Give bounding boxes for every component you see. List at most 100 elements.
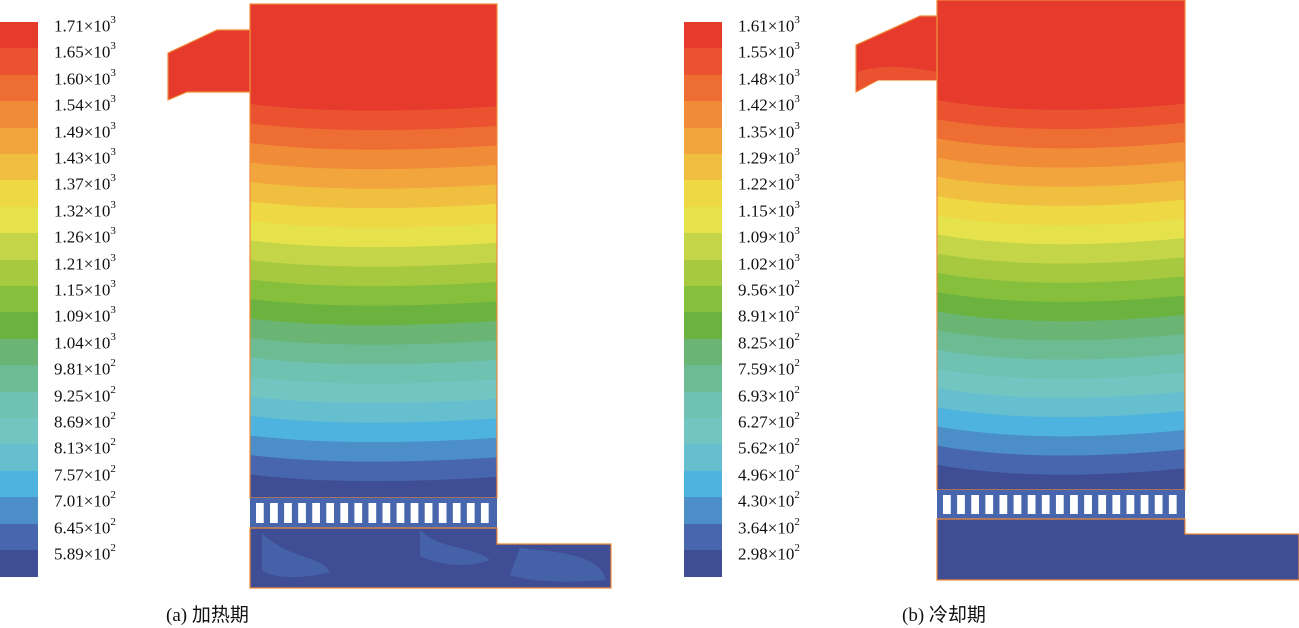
legend-swatch — [0, 154, 38, 181]
legend-swatch — [0, 312, 38, 340]
grate-slot — [354, 503, 363, 523]
grate-slot — [1013, 495, 1022, 514]
grate-slot — [1168, 495, 1177, 514]
legend-label: 7.01×102 — [54, 489, 116, 511]
legend-swatch — [0, 550, 38, 577]
legend-label: 1.55×103 — [738, 40, 800, 63]
grate-slot — [424, 503, 433, 523]
grate-slot — [1027, 495, 1036, 514]
grate-slot — [396, 503, 405, 523]
lower-eddy — [420, 530, 490, 565]
legend-swatch — [684, 206, 722, 234]
grate-slot — [480, 503, 489, 523]
grate — [250, 498, 497, 528]
grate-slot — [1041, 495, 1050, 514]
legend-swatch — [0, 470, 38, 498]
grate-slot — [410, 503, 419, 523]
legend-label: 3.64×102 — [738, 515, 800, 538]
grate-slot — [971, 495, 979, 514]
legend-label: 1.09×103 — [738, 225, 800, 247]
legend-swatch — [684, 444, 722, 472]
grate-slot — [382, 503, 391, 523]
legend-label: 1.61×103 — [738, 14, 800, 36]
grate-slot — [368, 503, 377, 523]
legend-label: 1.22×103 — [738, 172, 800, 195]
legend-swatch — [0, 22, 38, 49]
legend-label: 9.81×102 — [54, 357, 116, 379]
caption-a: (a) 加热期 — [166, 605, 249, 626]
caption-b: (b) 冷却期 — [902, 605, 986, 626]
grate-slot — [943, 495, 951, 514]
grate — [937, 490, 1185, 519]
legend-swatch — [684, 180, 722, 208]
legend-swatch — [0, 259, 38, 287]
legend-swatch — [0, 286, 38, 313]
legend-swatch — [0, 101, 38, 129]
lower-eddy — [510, 548, 606, 582]
legend-swatch — [0, 497, 38, 525]
legend-label: 4.96×102 — [738, 462, 800, 485]
legend-swatch — [684, 286, 722, 313]
legend-label: 1.65×103 — [54, 40, 116, 63]
legend-label: 4.30×102 — [738, 489, 800, 511]
grate-slot — [985, 495, 994, 514]
legend-swatch — [0, 338, 38, 366]
legend-swatch — [0, 523, 38, 551]
legend-label: 2.98×102 — [738, 542, 800, 564]
legend-label: 8.91×102 — [738, 304, 800, 327]
grate-slot — [999, 495, 1008, 514]
legend-label: 8.69×102 — [54, 410, 116, 432]
legend-swatch — [684, 233, 722, 261]
legend-label: 1.32×103 — [54, 198, 116, 221]
grate-slot — [1154, 495, 1163, 514]
grate-slot — [298, 503, 306, 523]
legend-label: 7.59×102 — [738, 357, 800, 379]
legend-label: 1.43×103 — [54, 146, 116, 168]
legend-swatch — [684, 338, 722, 366]
legend-swatch — [684, 101, 722, 129]
temperature-band — [937, 464, 1185, 490]
legend-swatch — [684, 154, 722, 181]
grate-slot — [452, 503, 461, 523]
legend-label: 1.71×103 — [54, 14, 116, 36]
legend-label: 1.21×103 — [54, 251, 116, 274]
grate-slot — [284, 503, 292, 523]
grate-slot — [1055, 495, 1064, 514]
legend-swatch — [0, 127, 38, 155]
legend-label: 1.26×103 — [54, 225, 116, 247]
grate-slot — [1112, 495, 1121, 514]
legend-swatch — [0, 206, 38, 234]
grate-slot — [957, 495, 965, 514]
legend-swatch — [684, 127, 722, 155]
legend-label: 6.93×102 — [738, 383, 800, 406]
legend-label: 1.15×103 — [738, 198, 800, 221]
legend-label: 9.56×102 — [738, 278, 800, 300]
legend-label: 1.09×103 — [54, 304, 116, 327]
grate-slot — [270, 503, 278, 523]
grate-slot — [326, 503, 335, 523]
grate-slot — [256, 503, 264, 523]
grate-slot — [1098, 495, 1107, 514]
legend-label: 1.54×103 — [54, 93, 116, 115]
legend-label: 1.60×103 — [54, 66, 116, 89]
temperature-bands — [250, 4, 497, 498]
grate-slot — [1140, 495, 1149, 514]
legend-label: 5.89×102 — [54, 542, 116, 564]
inlet-duct — [167, 29, 251, 101]
legend-swatch — [0, 74, 38, 102]
legend-label: 7.57×102 — [54, 462, 116, 485]
legend-label: 8.25×102 — [738, 330, 800, 353]
legend-swatch — [684, 312, 722, 340]
legend-swatch — [684, 550, 722, 577]
legend-swatch — [684, 48, 722, 76]
legend-swatch — [684, 523, 722, 551]
legend-label: 1.37×103 — [54, 172, 116, 195]
grate-slot — [1126, 495, 1135, 514]
legend-swatch — [0, 444, 38, 472]
legend-swatch — [0, 418, 38, 445]
legend-label: 1.04×103 — [54, 330, 116, 353]
legend-label: 1.35×103 — [738, 119, 800, 142]
legend-swatch — [684, 470, 722, 498]
legend-label: 6.45×102 — [54, 515, 116, 538]
